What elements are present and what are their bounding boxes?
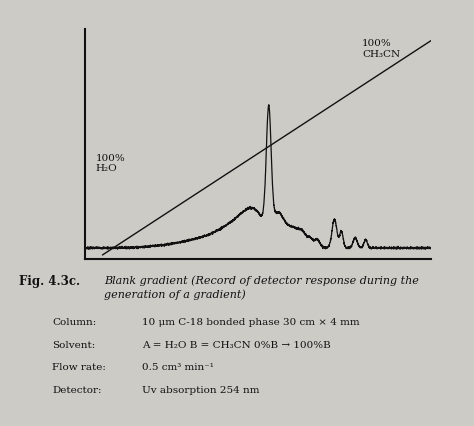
Text: Flow rate:: Flow rate: <box>52 363 106 371</box>
Text: 0.5 cm³ min⁻¹: 0.5 cm³ min⁻¹ <box>142 363 214 371</box>
Text: 10 μm C-18 bonded phase 30 cm × 4 mm: 10 μm C-18 bonded phase 30 cm × 4 mm <box>142 317 360 326</box>
Text: A = H₂O B = CH₃CN 0%B → 100%B: A = H₂O B = CH₃CN 0%B → 100%B <box>142 340 331 349</box>
Text: 100%
H₂O: 100% H₂O <box>96 153 126 173</box>
Text: Blank gradient (Record of detector response during the
generation of a gradient): Blank gradient (Record of detector respo… <box>104 275 419 299</box>
Text: Uv absorption 254 nm: Uv absorption 254 nm <box>142 385 260 394</box>
Text: 100%
CH₃CN: 100% CH₃CN <box>362 39 400 58</box>
Text: Detector:: Detector: <box>52 385 101 394</box>
Text: Fig. 4.3c.: Fig. 4.3c. <box>19 275 80 288</box>
Text: Column:: Column: <box>52 317 96 326</box>
Text: Solvent:: Solvent: <box>52 340 95 349</box>
